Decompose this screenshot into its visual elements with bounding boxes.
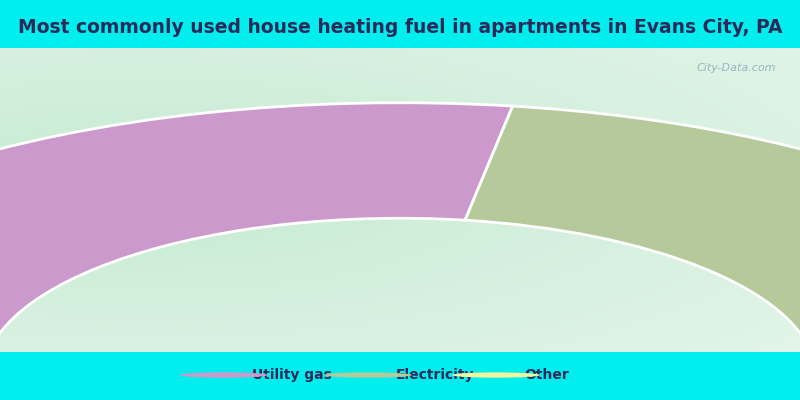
Circle shape (180, 372, 268, 378)
Text: City-Data.com: City-Data.com (697, 63, 776, 73)
Text: Other: Other (524, 368, 569, 382)
Text: Electricity: Electricity (396, 368, 474, 382)
Circle shape (324, 372, 412, 378)
Text: Most commonly used house heating fuel in apartments in Evans City, PA: Most commonly used house heating fuel in… (18, 18, 782, 37)
Text: Utility gas: Utility gas (252, 368, 332, 382)
Wedge shape (465, 106, 800, 362)
Wedge shape (0, 103, 513, 376)
Circle shape (452, 372, 540, 378)
